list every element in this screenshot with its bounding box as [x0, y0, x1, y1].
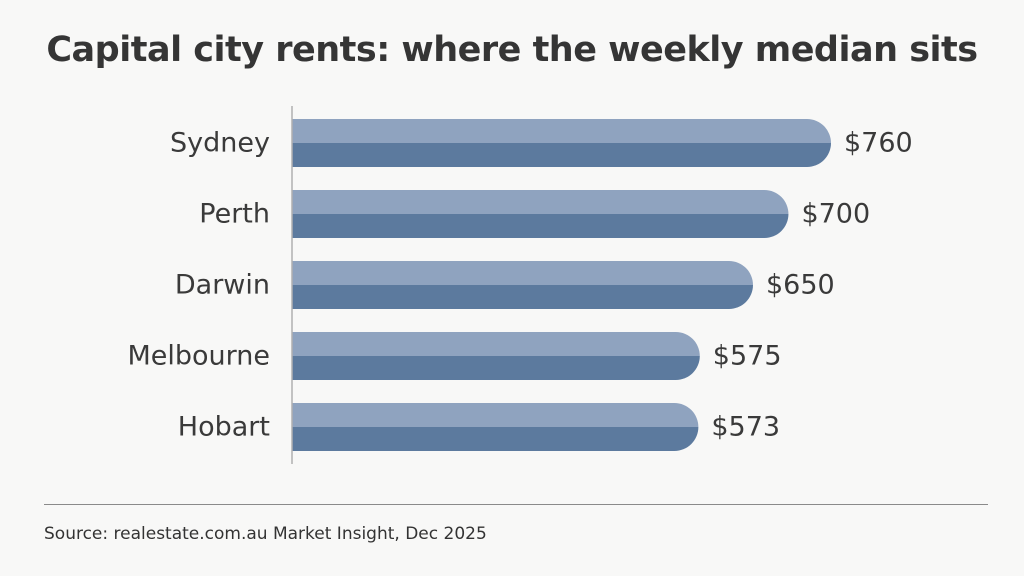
category-label-hobart: Hobart [178, 412, 270, 443]
source-note: Source: realestate.com.au Market Insight… [44, 524, 487, 544]
bar-sydney [292, 119, 831, 167]
bar-chart: Sydney $760 Perth $700 Darwin $650 Melbourne $5… [127, 106, 913, 464]
value-label-sydney: $760 [844, 128, 913, 159]
chart-title: Capital city rents: where the weekly med… [46, 30, 978, 70]
bar-perth [292, 190, 789, 238]
category-label-sydney: Sydney [170, 128, 270, 159]
bar-melbourne [292, 332, 700, 380]
bar-hobart [292, 403, 699, 451]
category-label-darwin: Darwin [175, 270, 270, 301]
value-label-darwin: $650 [766, 270, 835, 301]
value-label-hobart: $573 [711, 412, 780, 443]
category-label-melbourne: Melbourne [127, 341, 270, 372]
value-label-melbourne: $575 [713, 341, 782, 372]
bar-darwin [292, 261, 753, 309]
category-label-perth: Perth [199, 199, 270, 230]
value-label-perth: $700 [801, 199, 870, 230]
footer-divider [44, 504, 988, 505]
